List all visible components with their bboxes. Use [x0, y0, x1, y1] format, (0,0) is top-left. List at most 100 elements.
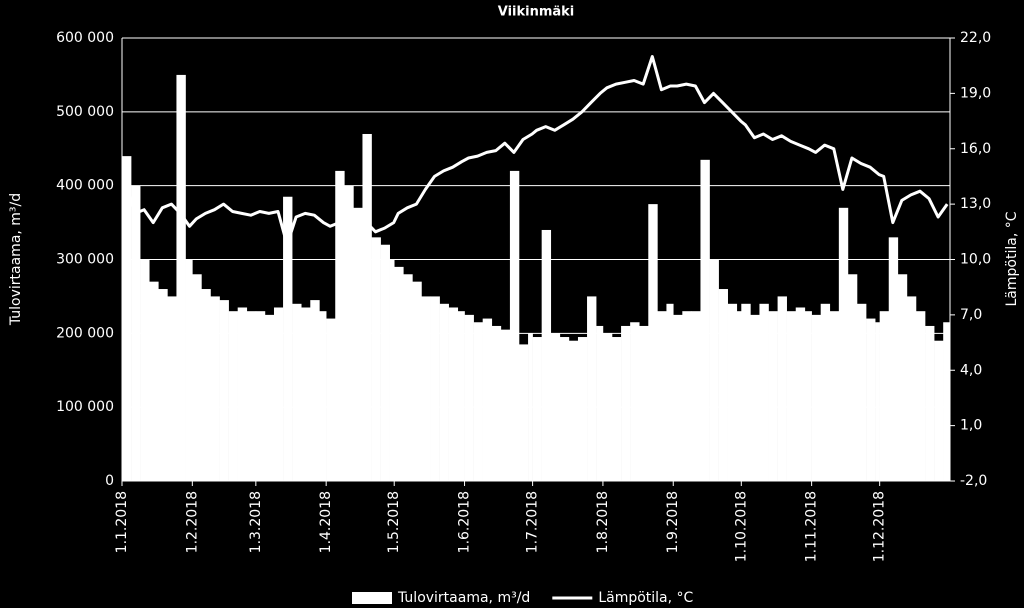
bar	[602, 333, 613, 481]
bar	[371, 237, 381, 481]
bar	[448, 307, 459, 481]
bar	[210, 296, 220, 481]
bar	[596, 325, 604, 481]
bar	[666, 303, 674, 481]
bar	[482, 318, 493, 481]
bar	[541, 229, 552, 481]
bar	[310, 300, 320, 481]
bar	[559, 337, 570, 481]
line	[124, 55, 949, 247]
y2-tick-label: 16,0	[960, 141, 991, 157]
bar	[741, 303, 751, 481]
bar	[630, 322, 640, 481]
bar	[185, 259, 193, 481]
bar	[736, 311, 742, 481]
bar	[228, 311, 238, 481]
y-tick-label: 400 000	[56, 178, 114, 194]
y-tick-label: 200 000	[56, 325, 114, 341]
bar	[246, 311, 257, 481]
bar	[201, 289, 211, 481]
bar	[421, 296, 431, 481]
bar	[430, 296, 440, 481]
bar	[292, 303, 302, 481]
y-tick-label: 300 000	[56, 252, 114, 268]
x-tick-label: 1.3.2018	[248, 491, 264, 553]
bar	[326, 318, 336, 481]
legend-label: Lämpötila, °C	[598, 590, 693, 606]
y2-tick-label: 13,0	[960, 196, 991, 212]
bar	[412, 281, 422, 481]
x-tick-label: 1.7.2018	[525, 491, 541, 553]
y2-tick-label: 19,0	[960, 85, 991, 101]
bar	[167, 296, 177, 481]
x-tick-label: 1.10.2018	[733, 491, 749, 562]
bar	[795, 307, 806, 481]
bar	[875, 322, 880, 481]
bar	[335, 170, 345, 481]
bar	[509, 170, 520, 481]
bar	[491, 325, 502, 481]
bar	[934, 340, 944, 481]
bar	[829, 311, 840, 481]
bar	[457, 311, 465, 481]
bar	[768, 311, 778, 481]
bar	[709, 259, 719, 481]
bar	[192, 274, 202, 481]
bar	[255, 311, 266, 481]
x-tick-label: 1.1.2018	[114, 491, 130, 553]
bar	[264, 314, 275, 481]
bar	[587, 296, 597, 481]
bar	[888, 237, 899, 481]
bar	[611, 337, 622, 481]
y2-tick-label: 10,0	[960, 252, 991, 268]
bar	[439, 303, 449, 481]
bar	[700, 159, 710, 481]
bar	[691, 311, 701, 481]
bar	[176, 74, 186, 482]
bar	[820, 303, 831, 481]
bar	[550, 333, 561, 481]
bar	[804, 311, 812, 481]
x-tick-label: 1.8.2018	[595, 491, 611, 553]
bar	[319, 311, 327, 481]
y2-tick-label: 22,0	[960, 30, 991, 46]
bar	[344, 185, 354, 481]
bar	[273, 307, 284, 481]
bar	[786, 311, 797, 481]
bar	[866, 318, 876, 481]
legend-label: Tulovirtaama, m³/d	[397, 590, 530, 606]
bar	[140, 259, 150, 481]
bar	[925, 325, 935, 481]
bar	[777, 296, 787, 481]
bar	[131, 185, 141, 481]
bar	[718, 289, 728, 481]
y2-tick-label: -2,0	[960, 473, 987, 489]
bar	[464, 314, 474, 481]
y2-tick-label: 1,0	[960, 418, 982, 434]
bar	[149, 281, 159, 481]
bar	[389, 259, 395, 481]
x-tick-label: 1.9.2018	[665, 491, 681, 553]
bar	[943, 322, 951, 481]
bar	[158, 289, 168, 481]
bar	[362, 133, 372, 481]
y2-tick-label: 4,0	[960, 362, 982, 378]
x-tick-label: 1.12.2018	[872, 491, 888, 562]
bar	[727, 303, 738, 481]
bar	[657, 311, 667, 481]
y-tick-label: 0	[105, 473, 114, 489]
bar	[568, 340, 579, 481]
bar	[621, 325, 631, 481]
bar	[380, 244, 390, 481]
bar	[122, 156, 132, 481]
chart-title: Viikinmäki	[498, 5, 575, 20]
bar	[838, 207, 849, 482]
y-tick-label: 500 000	[56, 104, 114, 120]
bar	[500, 329, 511, 481]
bar	[682, 311, 692, 481]
legend-swatch	[352, 592, 392, 604]
bar	[856, 303, 867, 481]
bar	[811, 314, 821, 481]
y-tick-label: 600 000	[56, 30, 114, 46]
y2-axis-label: Lämpötila, °C	[1004, 211, 1020, 306]
